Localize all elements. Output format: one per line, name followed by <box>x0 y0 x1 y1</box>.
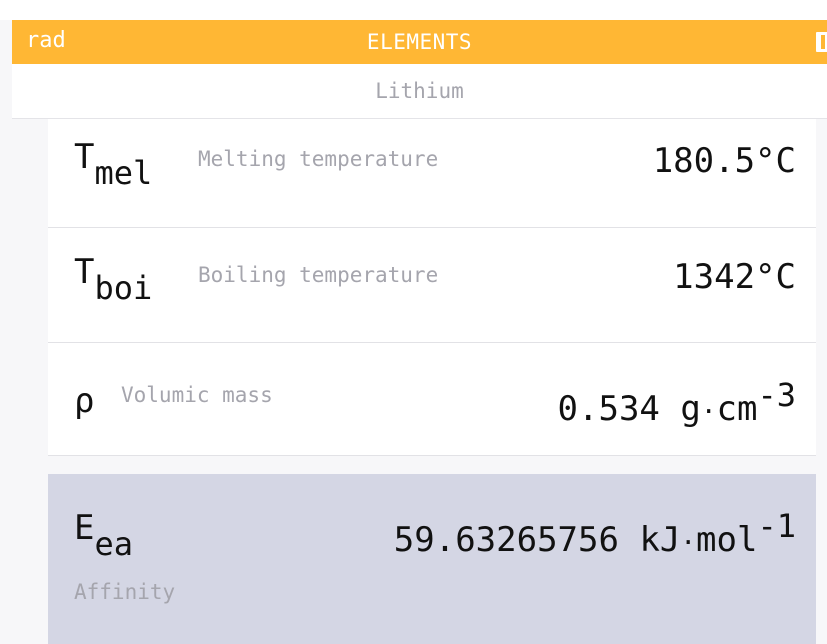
property-row-melting-temperature[interactable]: Tmel Melting temperature 180.5°C <box>48 119 816 228</box>
property-value: 0.534 g·cm-3 <box>557 376 796 429</box>
property-symbol: Tboi <box>74 252 153 307</box>
app-title: ELEMENTS <box>366 30 473 54</box>
property-value: 180.5°C <box>652 141 796 181</box>
property-description: Melting temperature <box>198 147 439 171</box>
angle-mode-indicator: rad <box>26 28 66 53</box>
property-description: Affinity <box>74 580 176 604</box>
property-symbol: Tmel <box>74 137 153 192</box>
screen-top-margin <box>0 0 827 20</box>
property-value: 59.63265756 kJ·mol-1 <box>393 507 796 560</box>
property-symbol: Eea <box>74 508 134 563</box>
property-symbol: ρ <box>74 381 95 421</box>
property-row-affinity-selected[interactable]: Eea 59.63265756 kJ·mol-1 Affinity <box>48 474 816 644</box>
status-bar: rad ELEMENTS <box>12 20 827 64</box>
battery-icon <box>816 32 827 52</box>
element-name-header: Lithium <box>12 64 827 119</box>
property-description: Boiling temperature <box>198 263 439 287</box>
property-row-volumic-mass[interactable]: ρ Volumic mass 0.534 g·cm-3 <box>48 343 816 456</box>
property-value: 1342°C <box>673 257 796 297</box>
property-description: Volumic mass <box>121 383 273 407</box>
property-row-boiling-temperature[interactable]: Tboi Boiling temperature 1342°C <box>48 228 816 343</box>
property-list: Tmel Melting temperature 180.5°C Tboi Bo… <box>48 119 816 644</box>
